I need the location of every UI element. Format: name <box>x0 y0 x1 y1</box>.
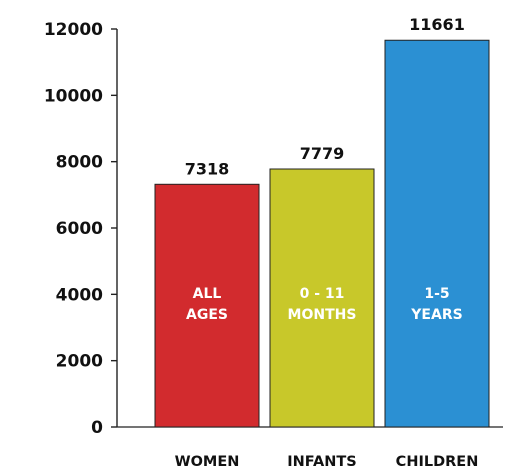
value-label: 7318 <box>185 159 230 178</box>
y-tick-label: 6000 <box>56 219 103 239</box>
bar <box>154 183 260 428</box>
y-axis: 0 2000 4000 6000 8000 10000 12000 <box>44 20 503 438</box>
bar-inner-label: 0 - 11 <box>300 286 345 302</box>
value-label: 7779 <box>300 144 345 163</box>
bar-inner-label: ALL <box>193 286 222 302</box>
y-tick-label: 2000 <box>56 352 103 372</box>
bars <box>154 39 490 428</box>
bar <box>384 39 490 428</box>
y-tick-label: 8000 <box>56 153 103 173</box>
category-label: CHILDREN <box>396 454 479 470</box>
labels: 7318 ALL AGES WOMEN 7779 0 - 11 MONTHS INFANTS 1… <box>175 15 479 470</box>
category-label: INFANTS <box>287 454 356 470</box>
category-label: WOMEN <box>175 454 240 470</box>
bar-inner-label: AGES <box>186 307 228 323</box>
bar <box>269 168 375 428</box>
y-tick-label: 0 <box>91 418 103 438</box>
y-tick-label: 10000 <box>44 86 103 106</box>
bar-inner-label: YEARS <box>410 307 462 323</box>
bar-inner-label: 1-5 <box>424 286 449 302</box>
y-tick-label: 12000 <box>44 20 103 40</box>
bar-inner-label: MONTHS <box>288 307 357 323</box>
y-tick-label: 4000 <box>56 285 103 305</box>
value-label: 11661 <box>409 15 465 34</box>
